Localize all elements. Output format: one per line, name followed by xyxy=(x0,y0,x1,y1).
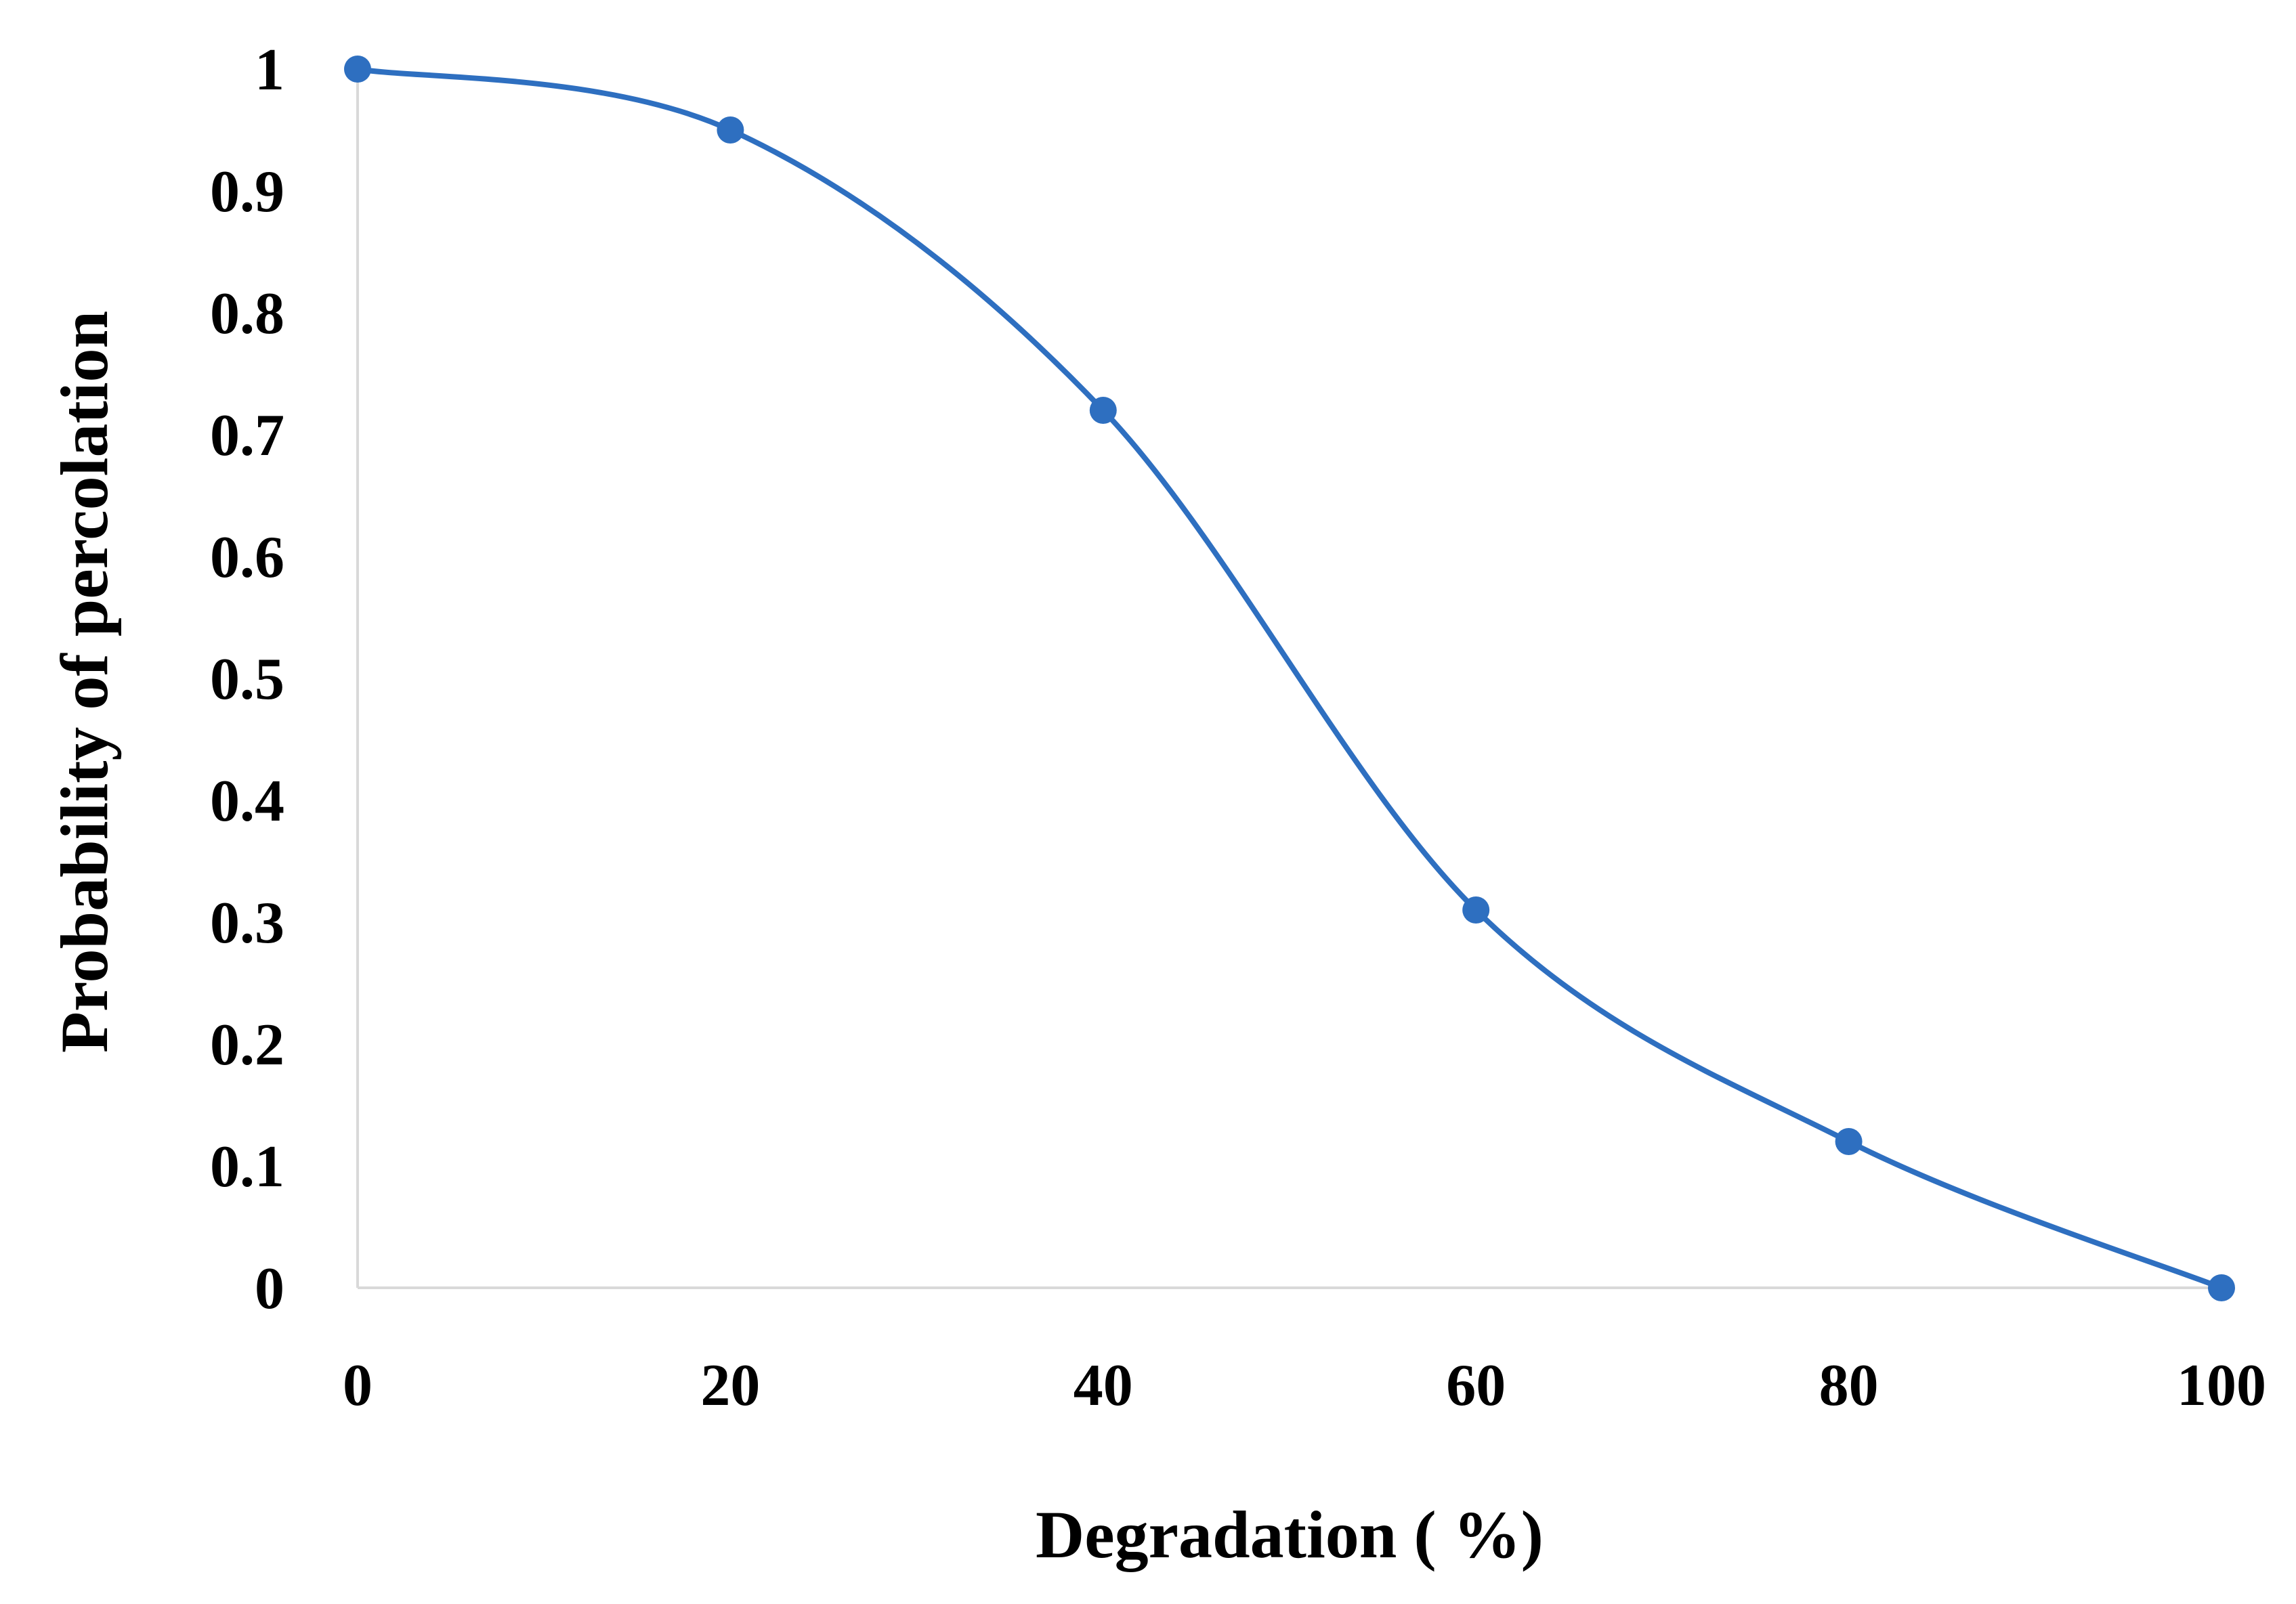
y-axis-label: Probability of percolation xyxy=(47,311,122,1053)
data-point xyxy=(344,56,371,83)
y-tick-label: 0 xyxy=(255,1256,284,1322)
x-tick-label: 100 xyxy=(2177,1353,2266,1418)
data-point xyxy=(1089,397,1117,424)
data-markers xyxy=(344,56,2235,1301)
x-tick-labels: 0 20 40 60 80 100 xyxy=(343,1353,2266,1418)
x-axis-label: Degradation ( %) xyxy=(1036,1497,1544,1572)
x-tick-label: 60 xyxy=(1446,1353,1506,1418)
y-tick-label: 0.4 xyxy=(210,768,284,834)
axes xyxy=(356,62,2221,1289)
y-tick-label: 0.7 xyxy=(210,403,284,469)
series-line xyxy=(355,66,2224,1291)
x-tick-label: 20 xyxy=(700,1353,760,1418)
y-tick-label: 0.8 xyxy=(210,281,284,347)
y-tick-label: 1 xyxy=(255,37,284,103)
series-layer xyxy=(355,66,2224,1291)
x-tick-label: 80 xyxy=(1819,1353,1879,1418)
data-point xyxy=(1835,1128,1863,1155)
y-tick-label: 0.5 xyxy=(210,647,284,712)
x-tick-label: 0 xyxy=(343,1353,373,1418)
x-tick-label: 40 xyxy=(1073,1353,1133,1418)
y-tick-labels: 0 0.1 0.2 0.3 0.4 0.5 0.6 0.7 0.8 0.9 1 xyxy=(210,37,284,1322)
y-tick-label: 0.6 xyxy=(210,525,284,590)
data-point xyxy=(1462,896,1490,924)
y-tick-label: 0.9 xyxy=(210,159,284,225)
y-tick-label: 0.3 xyxy=(210,890,284,956)
data-point xyxy=(717,116,744,144)
y-tick-label: 0.2 xyxy=(210,1012,284,1078)
data-point xyxy=(2208,1274,2235,1301)
y-tick-label: 0.1 xyxy=(210,1134,284,1200)
